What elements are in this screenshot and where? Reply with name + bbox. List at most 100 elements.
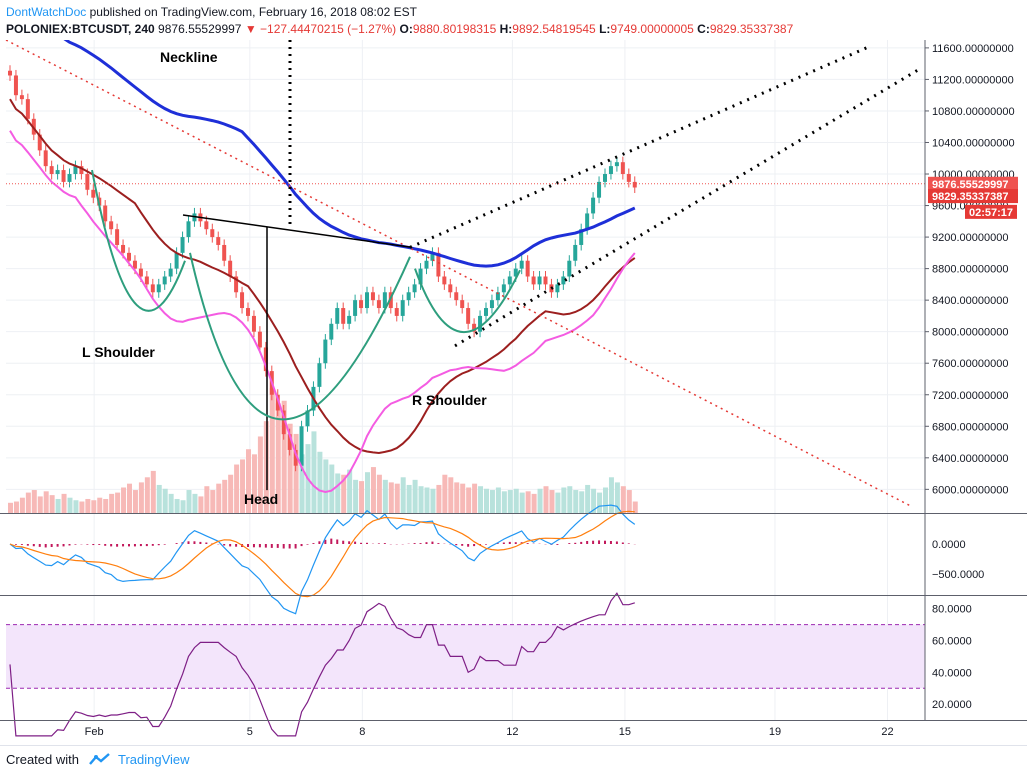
volume-bar <box>626 490 632 513</box>
volume-bar <box>424 487 430 513</box>
candle-body <box>347 315 352 324</box>
volume-bar <box>67 497 73 513</box>
author-link[interactable]: DontWatchDoc <box>6 5 87 19</box>
rsi-tick-label: 20.0000 <box>932 699 972 711</box>
candle-body <box>567 260 572 277</box>
symbol-label[interactable]: POLONIEX:BTCUSDT, 240 <box>6 22 155 36</box>
candle-body <box>543 276 548 285</box>
volume-bar <box>257 436 263 513</box>
volume-bar <box>299 454 305 513</box>
volume-bar <box>513 488 519 513</box>
candle-body <box>103 205 108 222</box>
volume-bar <box>103 498 109 513</box>
macd-signal-line <box>9 510 635 598</box>
volume-bar <box>478 486 484 513</box>
volume-bar <box>198 496 204 513</box>
open-value: 9880.80198315 <box>412 22 497 36</box>
candle-body <box>168 268 173 277</box>
time-tick-label: 8 <box>359 726 365 738</box>
volume-bars <box>8 388 638 513</box>
volume-bar <box>335 473 341 513</box>
price-chart[interactable]: 11600.00000000 11200.00000000 10800.000000… <box>0 40 1027 745</box>
candle-body <box>287 434 292 450</box>
volume-bar <box>127 483 132 513</box>
rsi-tick-label: 60.0000 <box>932 636 972 648</box>
close-label: C: <box>697 22 710 36</box>
volume-bar <box>281 400 287 513</box>
volume-bar <box>132 490 138 513</box>
candle-body <box>305 410 310 427</box>
price-tick-label: 8400.00000000 <box>932 295 1008 307</box>
volume-bar <box>448 477 454 513</box>
neckline-label: Neckline <box>160 49 218 65</box>
volume-bar <box>43 491 49 513</box>
volume-bar <box>466 487 472 513</box>
candle-body <box>370 292 375 301</box>
candle-body <box>353 300 358 316</box>
volume-bar <box>31 490 37 513</box>
candle-body <box>55 170 60 175</box>
left-shoulder-label: L Shoulder <box>82 344 155 360</box>
candle-body <box>531 276 536 285</box>
price-tick-label: 11200.00000000 <box>932 74 1014 86</box>
publish-line: DontWatchDoc published on TradingView.co… <box>6 5 417 19</box>
candle-body <box>85 174 90 190</box>
volume-bar <box>495 487 501 513</box>
candle-body <box>222 244 227 261</box>
last-price: 9876.55529997 <box>158 22 242 36</box>
high-value: 9892.54819545 <box>512 22 596 36</box>
volume-bar <box>555 492 561 513</box>
volume-bar <box>376 474 382 513</box>
volume-bar <box>579 491 585 513</box>
volume-bar <box>162 488 168 513</box>
volume-bar <box>400 477 406 513</box>
ma-darkred-line <box>9 98 636 455</box>
volume-bar <box>180 500 186 513</box>
time-tick-label: 22 <box>881 726 893 738</box>
volume-bar <box>85 498 91 513</box>
candle-body <box>329 323 334 340</box>
candle-body <box>341 308 346 324</box>
price-tick-label: 11600.00000000 <box>932 43 1014 55</box>
candle-body <box>121 244 126 253</box>
neckline-line <box>182 214 413 249</box>
candle-body <box>442 276 447 285</box>
price-tick-label: 9200.00000000 <box>932 232 1008 244</box>
countdown-tag: 02:57:17 <box>969 207 1013 219</box>
price-tick-label: 8000.00000000 <box>932 327 1008 339</box>
volume-bar <box>537 488 543 513</box>
volume-bar <box>222 479 228 513</box>
candle-body <box>144 276 149 285</box>
candle-body <box>281 410 286 435</box>
candle-body <box>436 252 441 277</box>
volume-bar <box>597 492 603 513</box>
candle-body <box>174 252 179 269</box>
candle-body <box>263 347 268 372</box>
candle-body <box>257 331 262 348</box>
price-tick-label: 6800.00000000 <box>932 421 1008 433</box>
tradingview-logo-icon <box>89 753 110 765</box>
last-price-tag: 9876.55529997 <box>932 179 1008 191</box>
volume-bar <box>412 479 418 513</box>
candle-body <box>460 300 465 309</box>
volume-bar <box>620 486 626 513</box>
candle-body <box>620 162 625 175</box>
volume-bar <box>55 498 61 513</box>
descending-trendline <box>5 40 913 508</box>
volume-bar <box>287 423 293 513</box>
candle-body <box>162 276 167 285</box>
candle-body <box>632 181 637 188</box>
volume-bar <box>121 487 127 513</box>
low-label: L: <box>599 22 611 36</box>
volume-bar <box>8 502 13 513</box>
volume-bar <box>73 500 79 513</box>
candle-body <box>561 276 566 285</box>
volume-bar <box>25 492 31 513</box>
price-tick-label: 10400.00000000 <box>932 137 1015 149</box>
candle-body <box>608 166 613 175</box>
volume-bar <box>567 486 573 513</box>
candle-body <box>109 221 114 230</box>
volume-bar <box>436 484 442 513</box>
tradingview-brand-link[interactable]: TradingView <box>118 752 190 767</box>
volume-bar <box>370 467 376 513</box>
